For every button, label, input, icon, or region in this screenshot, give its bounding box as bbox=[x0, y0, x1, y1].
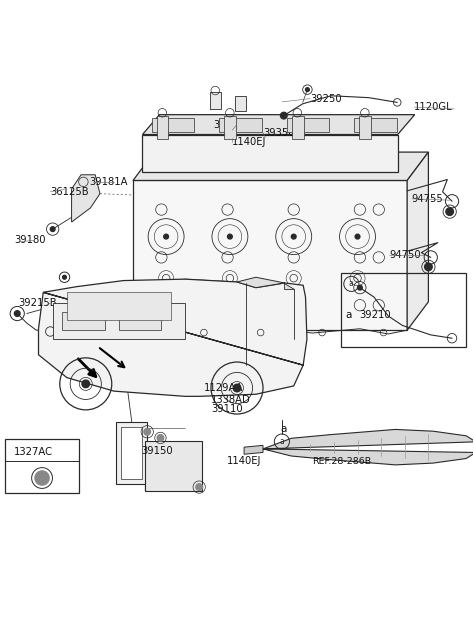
Text: a: a bbox=[281, 425, 287, 434]
Text: 1140EJ: 1140EJ bbox=[227, 456, 261, 466]
Text: 1140EJ: 1140EJ bbox=[232, 137, 267, 147]
Circle shape bbox=[35, 471, 49, 485]
Bar bbox=[156, 116, 168, 139]
Polygon shape bbox=[237, 277, 284, 288]
Bar bbox=[287, 118, 329, 131]
Polygon shape bbox=[143, 114, 415, 135]
Text: 94755: 94755 bbox=[412, 194, 444, 204]
Text: REF.28-286B: REF.28-286B bbox=[313, 456, 372, 466]
Circle shape bbox=[63, 276, 66, 279]
Bar bbox=[67, 292, 171, 320]
Bar bbox=[235, 96, 246, 111]
Circle shape bbox=[14, 311, 20, 317]
Circle shape bbox=[144, 428, 151, 435]
Circle shape bbox=[281, 112, 287, 119]
Bar bbox=[359, 116, 371, 139]
Circle shape bbox=[357, 285, 362, 290]
Bar bbox=[219, 118, 262, 131]
Circle shape bbox=[196, 483, 202, 490]
Text: a: a bbox=[280, 437, 284, 446]
Bar bbox=[152, 118, 194, 131]
Bar bbox=[119, 312, 161, 330]
Bar bbox=[210, 92, 221, 109]
Bar bbox=[143, 135, 398, 172]
Text: 39110: 39110 bbox=[211, 404, 243, 413]
Text: 1129AA: 1129AA bbox=[204, 383, 244, 393]
Text: 39150: 39150 bbox=[142, 446, 173, 456]
Bar bbox=[224, 116, 236, 139]
Polygon shape bbox=[284, 282, 294, 289]
Bar bbox=[117, 422, 147, 483]
Bar bbox=[62, 312, 105, 330]
Text: 1327AC: 1327AC bbox=[14, 447, 53, 457]
Polygon shape bbox=[244, 446, 263, 454]
Bar bbox=[53, 303, 185, 339]
Circle shape bbox=[164, 234, 168, 239]
Bar bbox=[355, 118, 397, 131]
Circle shape bbox=[446, 208, 454, 216]
Circle shape bbox=[228, 234, 232, 239]
Text: 39215B: 39215B bbox=[18, 298, 57, 308]
Text: 39250: 39250 bbox=[310, 94, 342, 104]
Circle shape bbox=[233, 384, 241, 392]
Bar bbox=[341, 274, 466, 347]
Text: 94750: 94750 bbox=[389, 250, 421, 260]
Bar bbox=[121, 427, 143, 479]
Text: a: a bbox=[349, 279, 354, 288]
Polygon shape bbox=[133, 181, 407, 330]
Circle shape bbox=[306, 88, 310, 92]
Polygon shape bbox=[38, 279, 307, 396]
Text: 39181A: 39181A bbox=[90, 177, 128, 187]
Polygon shape bbox=[263, 429, 474, 465]
Circle shape bbox=[355, 234, 360, 239]
Polygon shape bbox=[72, 175, 100, 222]
Polygon shape bbox=[407, 152, 428, 330]
Text: 39310H: 39310H bbox=[213, 119, 252, 130]
Circle shape bbox=[157, 435, 164, 441]
Circle shape bbox=[292, 234, 296, 239]
Bar bbox=[5, 439, 79, 493]
Text: 39210: 39210 bbox=[359, 310, 391, 320]
Text: 39350H: 39350H bbox=[263, 128, 302, 138]
Bar bbox=[145, 441, 201, 491]
Circle shape bbox=[425, 263, 432, 270]
Polygon shape bbox=[133, 152, 428, 181]
Text: 1338AD: 1338AD bbox=[211, 394, 251, 404]
Circle shape bbox=[82, 380, 90, 387]
Bar bbox=[292, 116, 303, 139]
Circle shape bbox=[50, 227, 55, 231]
Text: a: a bbox=[346, 310, 352, 320]
Text: 1120GL: 1120GL bbox=[414, 102, 453, 112]
Text: 39180: 39180 bbox=[14, 235, 46, 245]
Text: 36125B: 36125B bbox=[50, 186, 89, 197]
